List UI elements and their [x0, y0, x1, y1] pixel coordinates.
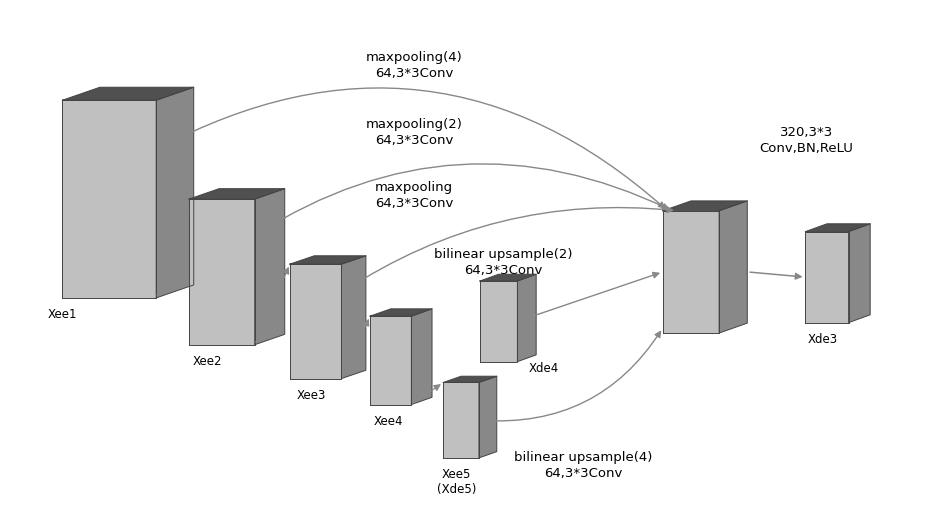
Polygon shape — [443, 382, 479, 458]
Polygon shape — [189, 189, 285, 199]
Polygon shape — [662, 201, 747, 211]
Text: Xee4: Xee4 — [375, 415, 404, 428]
Text: Xee2: Xee2 — [193, 355, 223, 368]
Polygon shape — [255, 189, 285, 345]
Text: Xee5
(Xde5): Xee5 (Xde5) — [437, 468, 476, 496]
Polygon shape — [342, 256, 366, 379]
Polygon shape — [805, 232, 849, 323]
Polygon shape — [479, 376, 497, 458]
Text: Xee1: Xee1 — [48, 309, 77, 321]
Polygon shape — [370, 309, 432, 316]
Polygon shape — [156, 87, 194, 298]
Text: bilinear upsample(2)
64,3*3Conv: bilinear upsample(2) 64,3*3Conv — [434, 248, 572, 278]
Polygon shape — [719, 201, 747, 333]
Text: maxpooling(2)
64,3*3Conv: maxpooling(2) 64,3*3Conv — [366, 118, 463, 147]
Polygon shape — [480, 281, 518, 361]
Text: bilinear upsample(4)
64,3*3Conv: bilinear upsample(4) 64,3*3Conv — [514, 451, 652, 481]
Text: maxpooling
64,3*3Conv: maxpooling 64,3*3Conv — [375, 181, 454, 210]
Polygon shape — [849, 224, 870, 323]
Polygon shape — [189, 199, 255, 345]
Polygon shape — [62, 100, 156, 298]
Polygon shape — [411, 309, 432, 405]
Text: Xde4: Xde4 — [529, 361, 559, 374]
Text: maxpooling(4)
64,3*3Conv: maxpooling(4) 64,3*3Conv — [366, 51, 463, 80]
Text: Xee3: Xee3 — [296, 389, 326, 402]
Polygon shape — [805, 224, 870, 232]
Polygon shape — [443, 376, 497, 382]
Text: Xde3: Xde3 — [807, 333, 837, 346]
Text: 320,3*3
Conv,BN,ReLU: 320,3*3 Conv,BN,ReLU — [759, 126, 853, 155]
Polygon shape — [290, 264, 342, 379]
Polygon shape — [290, 256, 366, 264]
Polygon shape — [370, 316, 411, 405]
Polygon shape — [518, 274, 536, 361]
Polygon shape — [62, 87, 194, 100]
Polygon shape — [662, 211, 719, 333]
Polygon shape — [480, 274, 536, 281]
